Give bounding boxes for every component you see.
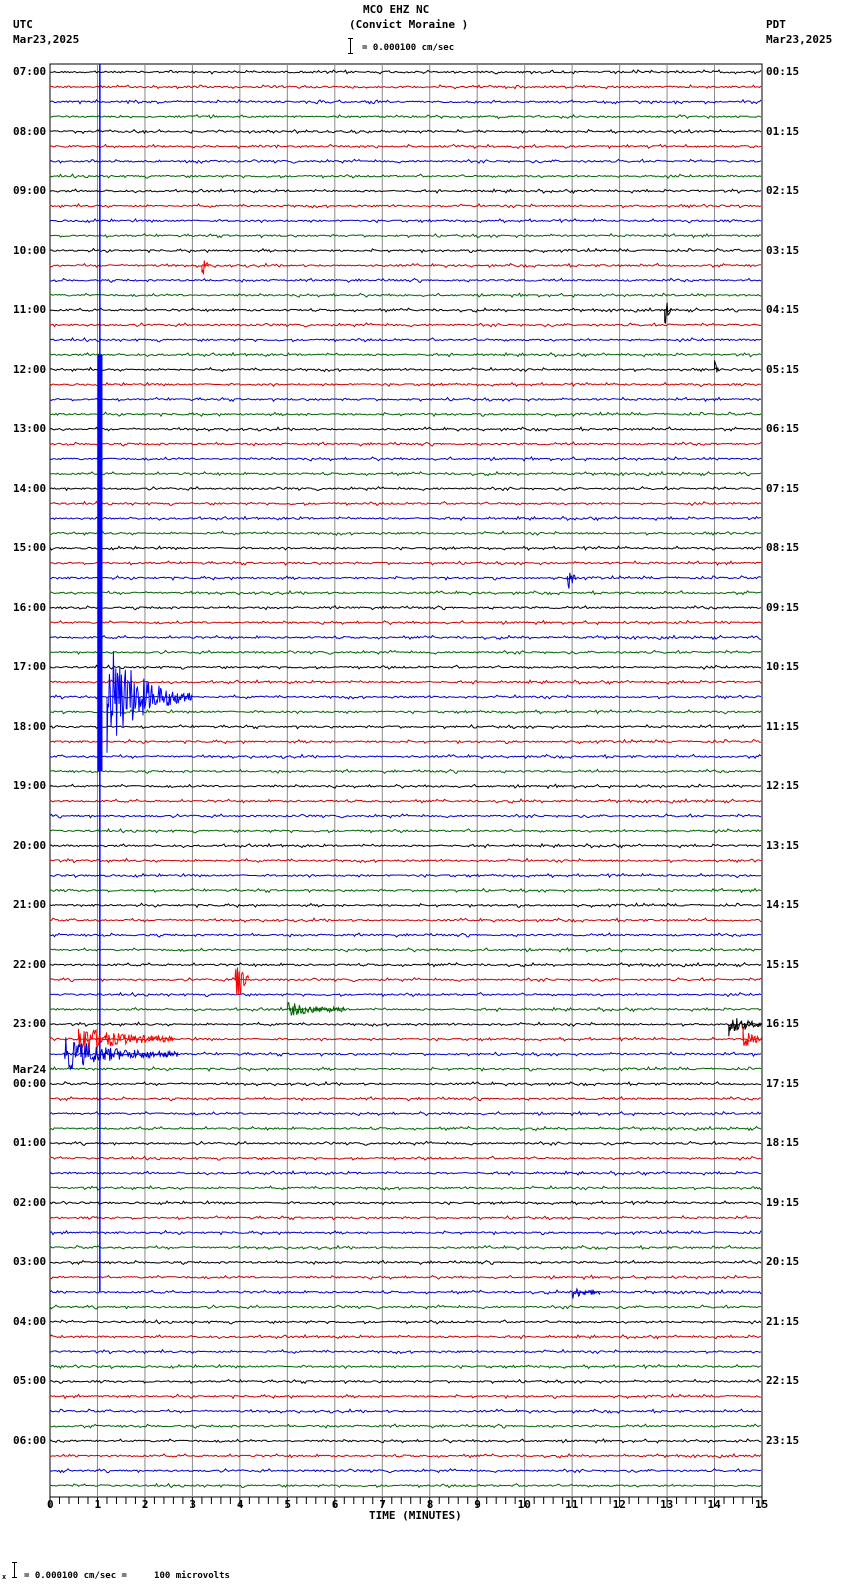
footer-scale-bar-icon [12, 1562, 20, 1578]
pdt-hour-label: 19:15 [766, 1195, 800, 1209]
x-tick-label: 6 [331, 1498, 339, 1511]
utc-hour-label: 06:00 [13, 1433, 47, 1447]
pdt-hour-label: 02:15 [766, 184, 800, 198]
utc-hour-label: 04:00 [13, 1314, 47, 1328]
left-timezone: UTC [13, 18, 33, 31]
pdt-hour-label: 21:15 [766, 1314, 800, 1328]
utc-hour-label: 07:00 [13, 65, 47, 78]
utc-hour-label: 12:00 [13, 362, 47, 376]
utc-hour-label: 14:00 [13, 481, 47, 495]
left-date: Mar23,2025 [13, 33, 80, 46]
utc-hour-label: 15:00 [13, 541, 47, 555]
pdt-hour-label: 13:15 [766, 838, 800, 852]
pdt-hour-label: 03:15 [766, 243, 800, 257]
pdt-hour-label: 23:15 [766, 1433, 800, 1447]
pdt-hour-label: 22:15 [766, 1374, 800, 1388]
pdt-hour-label: 08:15 [766, 541, 800, 555]
pdt-hour-label: 00:15 [766, 65, 800, 78]
pdt-hour-label: 07:15 [766, 481, 800, 495]
utc-hour-label: 03:00 [13, 1255, 47, 1269]
utc-hour-label: 09:00 [13, 184, 47, 198]
x-tick-label: 5 [284, 1498, 291, 1511]
utc-hour-label: 23:00 [13, 1017, 47, 1031]
x-tick-label: 7 [379, 1498, 386, 1511]
scale-bar-icon [348, 38, 356, 54]
pdt-hour-label: 11:15 [766, 719, 800, 733]
scale-label: = 0.000100 cm/sec [362, 43, 455, 53]
x-tick-label: 4 [236, 1498, 244, 1511]
pdt-hour-label: 04:15 [766, 303, 800, 317]
utc-hour-label: 20:00 [13, 838, 47, 852]
x-tick-label: 15 [755, 1498, 769, 1511]
x-tick-label: 14 [707, 1498, 721, 1511]
pdt-hour-label: 15:15 [766, 957, 800, 971]
pdt-hour-label: 12:15 [766, 779, 800, 793]
utc-hour-label: 22:00 [13, 957, 47, 971]
x-tick-label: 8 [426, 1498, 434, 1511]
utc-hour-label: 19:00 [13, 779, 47, 793]
utc-hour-label: 01:00 [13, 1136, 47, 1150]
station-location: (Convict Moraine ) [349, 18, 469, 31]
utc-hour-label: 08:00 [13, 124, 47, 138]
pdt-hour-label: 10:15 [766, 660, 800, 674]
utc-hour-label: 16:00 [13, 600, 47, 614]
x-tick-label: 2 [141, 1498, 149, 1511]
x-tick-label: 12 [612, 1498, 626, 1511]
utc-hour-label: 18:00 [13, 719, 47, 733]
footer-scale-prefix: x [2, 1573, 7, 1581]
utc-hour-label: 21:00 [13, 898, 47, 912]
pdt-hour-label: 09:15 [766, 600, 800, 614]
x-tick-label: 1 [94, 1498, 102, 1511]
x-tick-label: 13 [660, 1498, 674, 1511]
x-tick-label: 0 [47, 1498, 54, 1511]
x-tick-label: 10 [517, 1498, 531, 1511]
right-timezone: PDT [766, 18, 786, 31]
pdt-hour-label: 20:15 [766, 1255, 800, 1269]
utc-hour-label: 11:00 [13, 303, 47, 317]
pdt-hour-label: 01:15 [766, 124, 800, 138]
utc-hour-label: 02:00 [13, 1195, 47, 1209]
x-tick-label: 11 [565, 1498, 579, 1511]
utc-hour-label: 10:00 [13, 243, 47, 257]
right-date: Mar23,2025 [766, 33, 833, 46]
pdt-hour-label: 16:15 [766, 1017, 800, 1031]
x-tick-label: 9 [474, 1498, 481, 1511]
utc-hour-label: 13:00 [13, 422, 47, 436]
station-title: MCO EHZ NC [363, 3, 430, 16]
utc-hour-label: 17:00 [13, 660, 47, 674]
x-tick-label: 3 [189, 1498, 197, 1511]
pdt-hour-label: 06:15 [766, 422, 800, 436]
x-axis-title: TIME (MINUTES) [369, 1509, 462, 1522]
footer-scale-text: = 0.000100 cm/sec = 100 microvolts [24, 1571, 230, 1581]
pdt-hour-label: 14:15 [766, 898, 800, 912]
utc-hour-label: 05:00 [13, 1374, 47, 1388]
pdt-hour-label: 18:15 [766, 1136, 800, 1150]
pdt-hour-label: 17:15 [766, 1076, 800, 1090]
utc-hour-label: 00:00 [13, 1076, 47, 1090]
pdt-hour-label: 05:15 [766, 362, 800, 376]
utc-date-label: Mar24 [13, 1062, 47, 1076]
